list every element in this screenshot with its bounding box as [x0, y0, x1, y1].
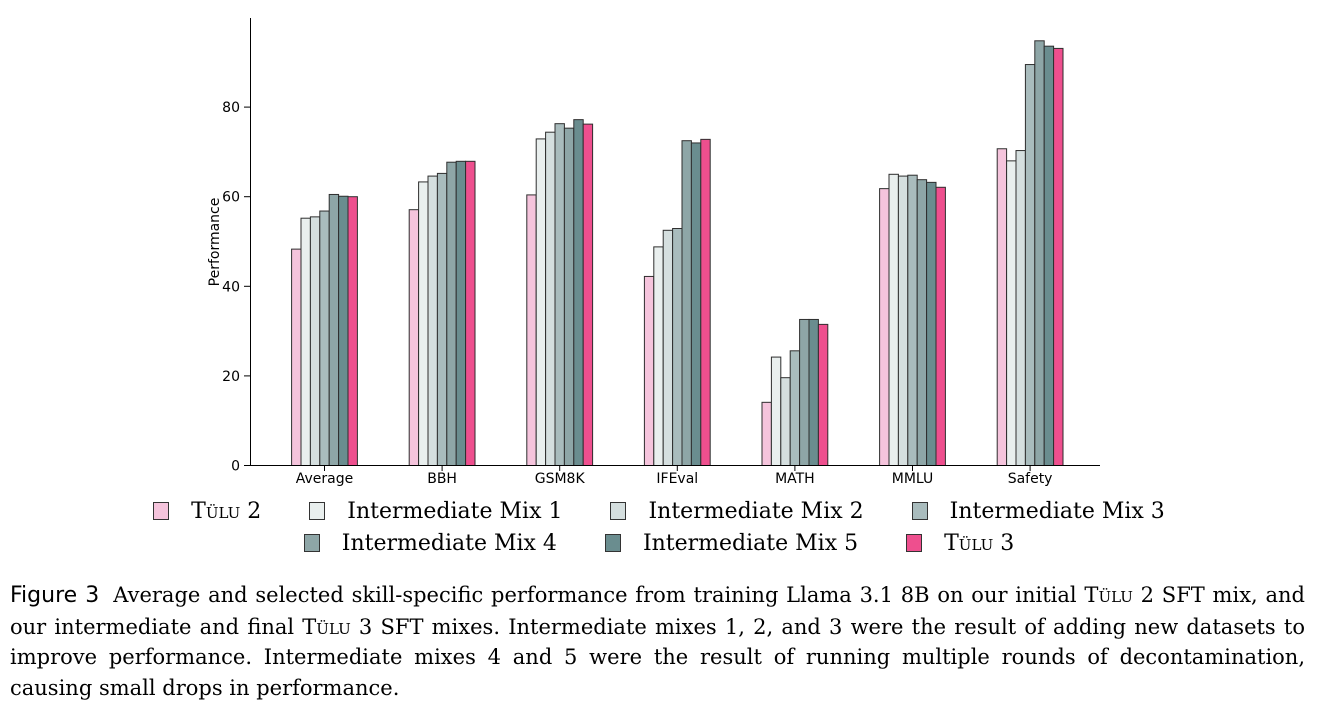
- figure-caption: Figure 3 Average and selected skill-speci…: [10, 580, 1305, 703]
- legend-item-mix2: Intermediate Mix 2: [610, 498, 864, 524]
- x-tick-label-safety: Safety: [1008, 471, 1053, 487]
- bar-average-series-5: [338, 195, 349, 466]
- caption-label: Figure 3: [10, 583, 100, 608]
- bar-mmlu-series-2: [897, 175, 909, 466]
- bars-group: [291, 40, 1064, 467]
- legend-label-mix2: Intermediate Mix 2: [648, 498, 864, 524]
- bar-bbh-series-4: [446, 161, 457, 466]
- legend-item-mix4: Intermediate Mix 4: [303, 530, 557, 556]
- caption-text-2: 2 SFT mix, and our intermediate and fina…: [10, 583, 1305, 639]
- bar-average-series-0: [291, 248, 302, 466]
- bar-bbh-series-1: [418, 181, 429, 466]
- x-tick-label-average: Average: [296, 471, 354, 487]
- y-tick-label: 20: [222, 369, 240, 385]
- legend-swatch-mix1: [309, 502, 326, 520]
- legend-item-tulu2: Tülu 2: [153, 499, 261, 524]
- bar-ifeval-series-4: [681, 140, 692, 466]
- axes-group: [250, 18, 1100, 466]
- bar-gsm8k-series-1: [535, 138, 547, 466]
- bar-safety-series-2: [1015, 150, 1026, 466]
- bar-math-series-2: [780, 377, 791, 466]
- bar-gsm8k-series-4: [563, 127, 575, 466]
- bar-gsm8k-series-0: [526, 194, 537, 466]
- y-tick-label: 60: [222, 190, 240, 206]
- legend: Tülu 2 Intermediate Mix 1 Intermediate M…: [0, 495, 1318, 559]
- x-tick-label-mmlu: MMLU: [892, 471, 934, 487]
- bar-mmlu-series-6: [935, 186, 946, 466]
- bar-bbh-series-6: [465, 160, 476, 466]
- y-tick-label: 80: [222, 100, 240, 116]
- bar-safety-series-0: [996, 148, 1008, 466]
- ticks-group: 0 20 40 60 80 Average BBH GSM8K IFEval MATH MMLU Sa…: [222, 100, 1052, 487]
- bar-ifeval-series-0: [643, 275, 655, 466]
- bar-math-series-6: [817, 323, 829, 466]
- bar-average-series-6: [347, 196, 358, 466]
- legend-swatch-mix2: [610, 502, 627, 520]
- legend-item-mix1: Intermediate Mix 1: [309, 499, 562, 524]
- legend-row-1: Tülu 2 Intermediate Mix 1 Intermediate M…: [0, 495, 1318, 527]
- bar-safety-series-3: [1024, 64, 1036, 466]
- bar-safety-series-5: [1043, 45, 1055, 466]
- legend-row-2: Intermediate Mix 4 Intermediate Mix 5 Tü…: [0, 527, 1318, 559]
- bar-bbh-series-3: [436, 172, 448, 466]
- bar-ifeval-series-2: [662, 229, 674, 466]
- bar-math-series-3: [789, 350, 801, 466]
- bar-chart: 0 20 40 60 80 Average BBH GSM8K IFEval MATH MMLU Sa…: [207, 18, 1100, 487]
- bar-average-series-4: [328, 193, 340, 467]
- legend-label-mix3: Intermediate Mix 3: [949, 498, 1165, 524]
- bar-average-series-2: [309, 216, 321, 466]
- bar-math-series-4: [799, 318, 810, 467]
- bar-mmlu-series-1: [888, 173, 899, 467]
- x-tick-label-bbh: BBH: [427, 471, 457, 487]
- bar-safety-series-6: [1053, 47, 1064, 466]
- caption-text-1: Average and selected skill-specific perf…: [113, 583, 1099, 607]
- bar-ifeval-series-1: [653, 246, 664, 466]
- bar-gsm8k-series-5: [573, 119, 584, 466]
- y-tick-label: 0: [231, 459, 240, 475]
- y-axis-label: Performance: [207, 198, 223, 287]
- x-tick-label-gsm8k: GSM8K: [535, 471, 586, 487]
- legend-item-mix5: Intermediate Mix 5: [604, 530, 859, 556]
- caption-smallcaps-2: ülu: [316, 614, 351, 639]
- bar-bbh-series-0: [408, 209, 420, 466]
- legend-label-mix5: Intermediate Mix 5: [642, 530, 859, 556]
- caption-smallcaps-1: ülu: [1098, 583, 1133, 607]
- bar-average-series-3: [319, 210, 330, 466]
- bar-ifeval-series-6: [700, 138, 711, 467]
- bar-math-series-1: [770, 356, 782, 466]
- legend-swatch-tulu2: [153, 502, 170, 520]
- bar-math-series-0: [761, 401, 772, 466]
- bar-gsm8k-series-6: [582, 123, 594, 467]
- bar-safety-series-4: [1034, 40, 1045, 467]
- caption-text-3: 3 SFT mixes. Intermediate mixes 1, 2, an…: [10, 614, 1305, 700]
- legend-label-mix1: Intermediate Mix 1: [347, 498, 563, 524]
- bar-ifeval-series-5: [690, 142, 702, 466]
- bar-bbh-series-2: [427, 175, 438, 466]
- bar-mmlu-series-4: [916, 179, 928, 466]
- bar-math-series-5: [808, 318, 819, 467]
- legend-label-mix4: Intermediate Mix 4: [341, 530, 557, 556]
- bar-safety-series-1: [1006, 160, 1017, 467]
- bar-mmlu-series-5: [926, 181, 937, 467]
- legend-swatch-mix3: [911, 502, 928, 520]
- bar-ifeval-series-3: [672, 228, 683, 466]
- bar-gsm8k-series-2: [545, 131, 556, 466]
- bar-gsm8k-series-3: [554, 123, 565, 467]
- legend-label-tulu3: Tülu 3: [944, 530, 1015, 556]
- legend-item-tulu3: Tülu 3: [906, 531, 1014, 556]
- bar-mmlu-series-3: [907, 174, 918, 466]
- legend-swatch-tulu3: [906, 534, 923, 552]
- bar-average-series-1: [300, 217, 311, 466]
- legend-item-mix3: Intermediate Mix 3: [911, 498, 1165, 524]
- x-tick-label-ifeval: IFEval: [656, 471, 698, 487]
- legend-label-tulu2: Tülu 2: [191, 498, 262, 524]
- legend-swatch-mix5: [604, 534, 621, 552]
- x-tick-label-math: MATH: [775, 471, 815, 487]
- bar-mmlu-series-0: [879, 188, 890, 466]
- y-tick-label: 40: [222, 279, 240, 295]
- legend-swatch-mix4: [303, 534, 320, 552]
- bar-bbh-series-5: [455, 160, 467, 466]
